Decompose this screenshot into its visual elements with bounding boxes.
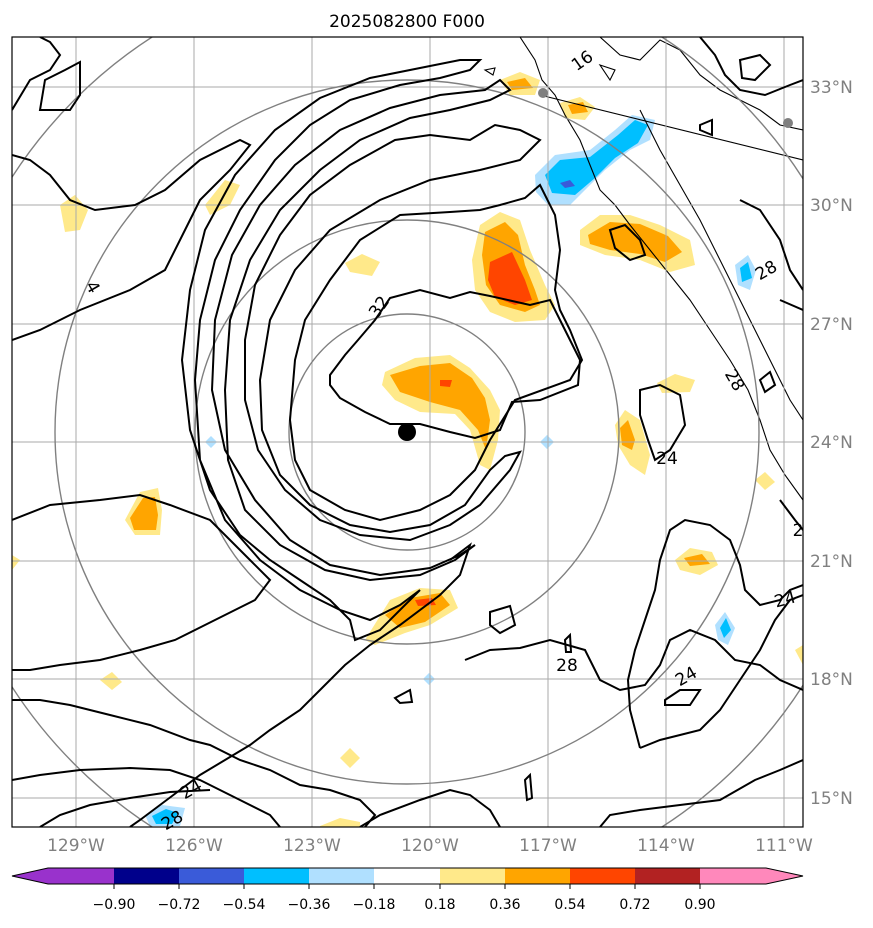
station-marker: [783, 118, 793, 128]
colorbar: −0.90 −0.72 −0.54 −0.36 −0.18 0.18 0.36 …: [11, 867, 804, 913]
contour-label: 4: [81, 278, 104, 297]
lon-label: 114°W: [637, 836, 695, 856]
contour-label: 32: [365, 293, 394, 322]
contour-lines: [12, 37, 803, 827]
colorbar-tick-label: −0.90: [93, 897, 136, 913]
lat-label: 24°N: [810, 433, 853, 453]
colorbar-swatch: [114, 868, 179, 884]
lon-label: 117°W: [519, 836, 577, 856]
map-title: 2025082800 F000: [329, 12, 485, 32]
colorbar-tick-label: −0.72: [158, 897, 201, 913]
contour-label: 16: [568, 47, 597, 76]
lon-label: 123°W: [283, 836, 341, 856]
storm-center-marker: [398, 423, 416, 441]
contour-label: 28: [720, 366, 748, 395]
lat-label: 21°N: [810, 552, 853, 572]
colorbar-swatch: [570, 868, 635, 884]
station-marker: [538, 88, 548, 98]
shaded-positive-areas: [12, 72, 803, 827]
lat-label: 18°N: [810, 670, 853, 690]
lat-label: 33°N: [810, 78, 853, 98]
map-frame: [11, 36, 804, 828]
colorbar-swatch: [440, 868, 505, 884]
colorbar-tick-label: 0.90: [684, 897, 715, 913]
lat-label: 30°N: [810, 196, 853, 216]
contour-label: 24: [772, 588, 798, 613]
lat-label: 15°N: [810, 789, 853, 809]
colorbar-tick-label: 0.18: [424, 897, 455, 913]
colorbar-swatch: [505, 868, 570, 884]
latitude-labels: 33°N 30°N 27°N 24°N 21°N 18°N 15°N: [810, 78, 853, 809]
range-rings: [12, 37, 803, 827]
colorbar-outline: [11, 867, 804, 885]
lon-label: 129°W: [47, 836, 105, 856]
contour-label: 24: [672, 663, 701, 691]
colorbar-swatch: [12, 868, 48, 884]
graticule: [12, 37, 803, 827]
colorbar-swatch: [635, 868, 700, 884]
colorbar-tick-label: 0.36: [489, 897, 520, 913]
lon-label: 120°W: [401, 836, 459, 856]
colorbar-swatch: [179, 868, 244, 884]
colorbar-swatch: [374, 868, 440, 884]
colorbar-tick-label: 0.72: [619, 897, 650, 913]
contour-labels: 16 4 32 28 28 24 24 28 24 24 28 2: [81, 47, 804, 835]
colorbar-swatch: [766, 868, 803, 884]
lat-label: 27°N: [810, 315, 853, 335]
colorbar-tick-label: −0.36: [288, 897, 331, 913]
lon-label: 126°W: [165, 836, 223, 856]
shaded-negative-areas: [145, 115, 756, 826]
longitude-labels: 129°W 126°W 123°W 120°W 117°W 114°W 111°…: [47, 836, 813, 856]
colorbar-swatch: [244, 868, 309, 884]
colorbar-tick-label: −0.18: [353, 897, 396, 913]
lon-label: 111°W: [755, 836, 813, 856]
contour-label: 2: [793, 521, 804, 541]
colorbar-tick-label: −0.54: [223, 897, 266, 913]
colorbar-tick-label: 0.54: [554, 897, 585, 913]
colorbar-swatch: [309, 868, 374, 884]
contour-label: 28: [556, 656, 578, 676]
contour-label: 28: [752, 257, 781, 285]
colorbar-swatch: [48, 868, 114, 884]
colorbar-swatch: [700, 868, 766, 884]
contour-label: 24: [656, 449, 678, 469]
